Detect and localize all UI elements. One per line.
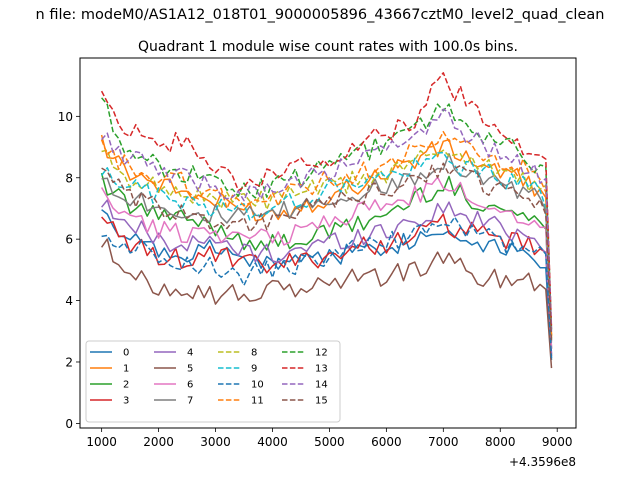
legend-label-0: 0 bbox=[123, 348, 129, 359]
x-tick-label: 2000 bbox=[143, 435, 174, 449]
series-line-8 bbox=[101, 149, 553, 337]
series-line-10 bbox=[101, 216, 553, 358]
legend-label-7: 7 bbox=[187, 396, 193, 407]
series-line-6 bbox=[100, 176, 553, 349]
legend-label-10: 10 bbox=[251, 380, 264, 391]
series-layer bbox=[100, 72, 553, 369]
series-line-7 bbox=[101, 153, 553, 342]
y-tick-label: 8 bbox=[65, 171, 73, 185]
series-line-9 bbox=[100, 151, 553, 339]
x-tick-label: 6000 bbox=[371, 435, 402, 449]
plot-frame bbox=[79, 57, 577, 429]
legend-label-11: 11 bbox=[251, 396, 264, 407]
y-tick-label: 0 bbox=[65, 417, 73, 431]
y-axis: 0 2 4 6 8 10 bbox=[58, 110, 80, 431]
legend-label-14: 14 bbox=[315, 380, 328, 391]
series-line-5 bbox=[100, 238, 553, 369]
legend-box bbox=[85, 340, 341, 423]
y-tick-label: 6 bbox=[65, 233, 73, 247]
series-line-2 bbox=[100, 173, 553, 349]
series-line-13 bbox=[100, 72, 553, 329]
legend-label-13: 13 bbox=[315, 364, 328, 375]
legend-label-2: 2 bbox=[123, 380, 129, 391]
x-offset-label: +4.3596e8 bbox=[509, 455, 576, 469]
x-tick-label: 9000 bbox=[542, 435, 573, 449]
x-tick-label: 8000 bbox=[485, 435, 516, 449]
series-line-11 bbox=[100, 130, 553, 336]
x-tick-label: 4000 bbox=[257, 435, 288, 449]
series-line-4 bbox=[101, 199, 553, 354]
legend-label-12: 12 bbox=[315, 348, 328, 359]
x-axis: 1000 2000 3000 4000 5000 6000 7000 8000 9000 bbox=[86, 428, 572, 449]
series-line-15 bbox=[101, 162, 553, 343]
x-tick-label: 1000 bbox=[86, 435, 117, 449]
series-line-3 bbox=[101, 213, 553, 356]
legend-label-1: 1 bbox=[123, 364, 129, 375]
legend-label-9: 9 bbox=[251, 364, 257, 375]
x-tick-label: 3000 bbox=[200, 435, 231, 449]
y-tick-label: 10 bbox=[58, 110, 73, 124]
legend-label-4: 4 bbox=[187, 348, 193, 359]
y-tick-label: 2 bbox=[65, 355, 73, 369]
y-tick-label: 4 bbox=[65, 294, 73, 308]
legend-label-6: 6 bbox=[187, 380, 193, 391]
legend-label-3: 3 bbox=[123, 396, 129, 407]
legend-label-5: 5 bbox=[187, 364, 193, 375]
chart-title: Quadrant 1 module wise count rates with … bbox=[138, 39, 518, 55]
legend-label-8: 8 bbox=[251, 348, 257, 359]
series-line-14 bbox=[101, 108, 553, 333]
figure-suptitle: n file: modeM0/AS1A12_018T01_9000005896_… bbox=[36, 7, 605, 23]
x-tick-label: 5000 bbox=[314, 435, 345, 449]
x-tick-label: 7000 bbox=[428, 435, 459, 449]
legend-label-15: 15 bbox=[315, 396, 328, 407]
